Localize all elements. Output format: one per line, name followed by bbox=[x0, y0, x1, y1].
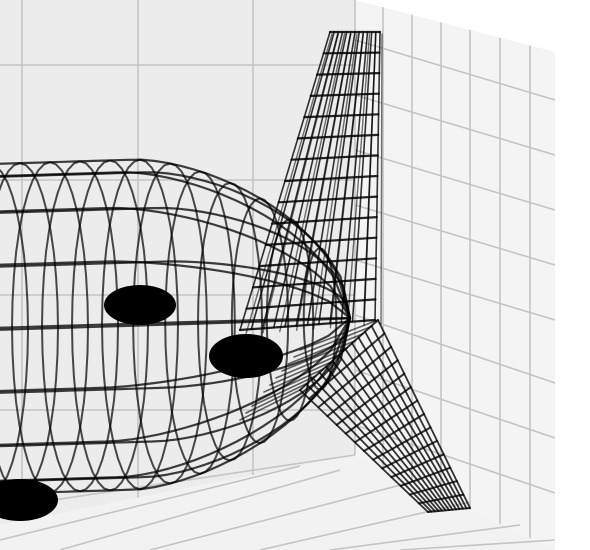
grid-line bbox=[0, 465, 301, 541]
grid-line bbox=[59, 469, 341, 550]
vstab-spar bbox=[272, 31, 344, 329]
vertical-stabilizer-mesh bbox=[238, 30, 383, 335]
hstab-spar bbox=[305, 383, 433, 513]
hstab-root-line bbox=[251, 375, 317, 407]
vstab-spar bbox=[312, 33, 358, 330]
hstab-root-line bbox=[293, 326, 372, 358]
hstab-root-line bbox=[263, 361, 333, 393]
hstab-spar bbox=[331, 359, 447, 512]
vstab-spar bbox=[262, 33, 339, 334]
hstab-spar bbox=[351, 342, 457, 511]
back-wall-right bbox=[355, 0, 555, 550]
grid-line bbox=[354, 204, 556, 266]
hstab-root-line bbox=[287, 333, 364, 365]
hstab-root-line bbox=[275, 347, 348, 379]
fuselage-frame bbox=[11, 161, 89, 494]
vstab-spar bbox=[317, 31, 361, 326]
hstab-root-line bbox=[299, 319, 379, 351]
grid-line bbox=[329, 524, 521, 550]
hstab-spar bbox=[312, 377, 436, 513]
fuselage-longeron bbox=[0, 158, 352, 320]
fuselage-frame bbox=[197, 181, 263, 462]
vstab-spar bbox=[284, 31, 348, 328]
vstab-spar bbox=[346, 33, 371, 328]
hstab-spar bbox=[364, 330, 464, 510]
vstab-spar bbox=[245, 33, 333, 335]
grid-line bbox=[354, 149, 556, 211]
hstab-spar bbox=[299, 389, 429, 513]
fuselage-frame bbox=[0, 168, 29, 490]
window-ellipses bbox=[0, 285, 283, 521]
vstab-spar bbox=[239, 31, 331, 331]
hstab-spar bbox=[357, 336, 461, 510]
hstab-root-line bbox=[245, 382, 309, 414]
fuselage-frame bbox=[0, 162, 59, 495]
hstab-spar bbox=[338, 354, 450, 511]
hstab-spar bbox=[325, 365, 443, 512]
hstab-spar bbox=[318, 371, 440, 512]
vstab-spar bbox=[329, 33, 364, 329]
hstab-root-line bbox=[239, 389, 301, 421]
horizontal-stabilizer-mesh bbox=[239, 319, 471, 513]
fuselage-frame bbox=[164, 170, 236, 475]
vstab-spar bbox=[374, 31, 381, 321]
window-ellipse bbox=[0, 479, 58, 521]
window-ellipse bbox=[104, 285, 176, 325]
grid-line bbox=[149, 479, 421, 550]
floor-pane bbox=[0, 455, 555, 550]
grid-line bbox=[354, 369, 556, 439]
vstab-spar bbox=[295, 33, 352, 331]
grid-line bbox=[354, 39, 556, 101]
vstab-spar bbox=[380, 33, 383, 325]
grid-line bbox=[399, 539, 556, 550]
vstab-spar bbox=[340, 31, 369, 324]
grid-line bbox=[354, 314, 556, 384]
vstab-spar bbox=[250, 31, 336, 331]
fuselage-frame bbox=[101, 158, 179, 491]
vstab-spar bbox=[363, 33, 377, 326]
vstab-spar bbox=[279, 33, 346, 333]
vstab-spar bbox=[351, 31, 373, 323]
fuselage-frame bbox=[71, 159, 149, 492]
vstab-spar bbox=[306, 31, 356, 326]
window-ellipse bbox=[209, 334, 283, 378]
grid-line bbox=[354, 94, 556, 156]
fuselage-frame bbox=[41, 160, 119, 493]
grid-line bbox=[354, 259, 556, 321]
hstab-root-line bbox=[269, 354, 340, 386]
hstab-spar bbox=[344, 348, 454, 511]
hstab-root-line bbox=[257, 368, 325, 400]
hstab-root-line bbox=[281, 340, 356, 372]
hstab-spar bbox=[377, 319, 471, 509]
hstab-spar bbox=[370, 324, 468, 510]
